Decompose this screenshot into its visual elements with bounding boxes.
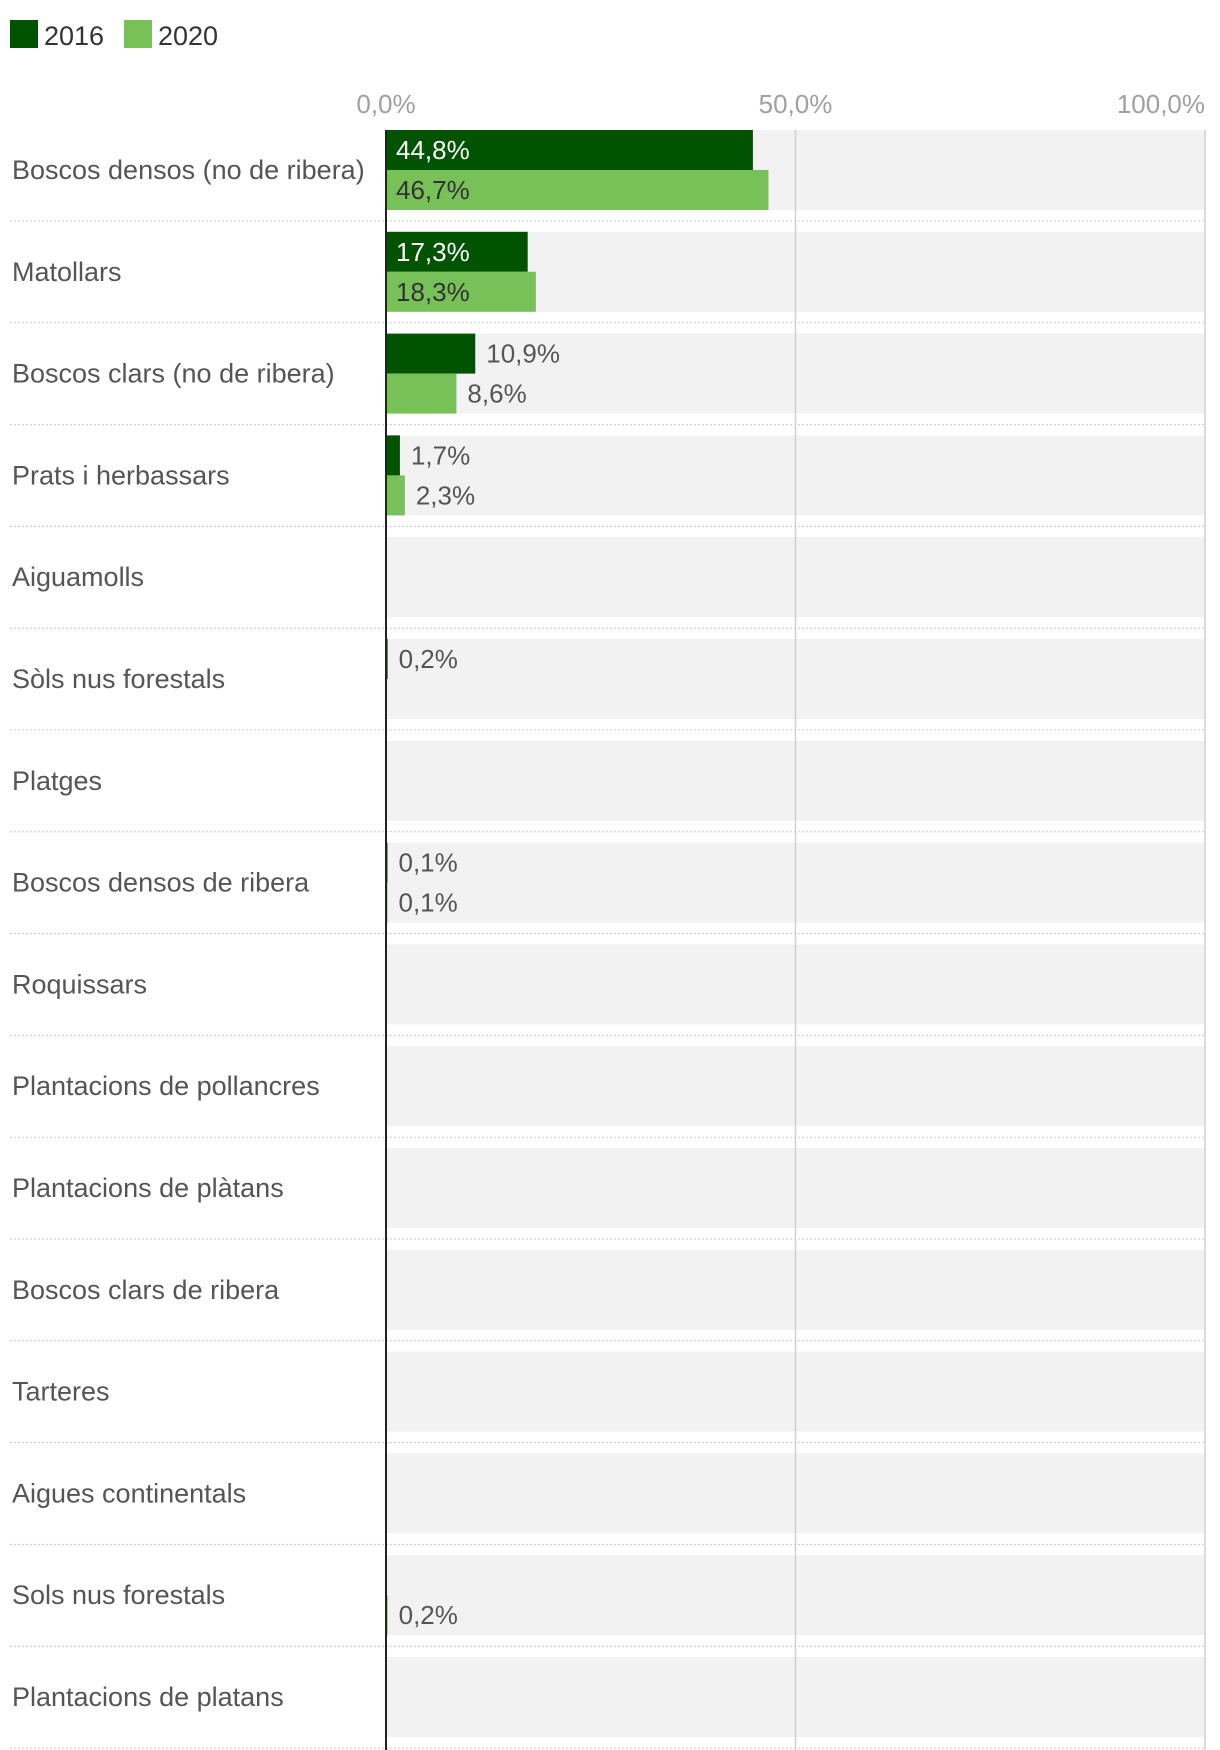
x-tick-label: 100,0% (1117, 89, 1205, 119)
bar-value-label: 46,7% (396, 175, 470, 205)
bar-value-label: 0,2% (399, 1600, 458, 1630)
bar-2016[interactable] (386, 435, 400, 476)
bar-2020[interactable] (386, 373, 457, 414)
bar-2020[interactable] (386, 475, 405, 516)
category-label: Plantacions de plàtans (12, 1173, 284, 1203)
bar-value-label: 0,2% (399, 644, 458, 674)
category-label: Platges (12, 766, 102, 796)
bar-value-label: 2,3% (416, 480, 475, 510)
bar-value-label: 1,7% (411, 440, 470, 470)
category-label: Roquissars (12, 969, 147, 999)
category-label: Sòls nus forestals (12, 664, 225, 694)
bar-2020[interactable] (386, 170, 769, 210)
bar-2016[interactable] (386, 333, 476, 374)
category-label: Boscos densos (no de ribera) (12, 155, 365, 185)
bar-value-label: 0,1% (399, 888, 458, 918)
bar-2016[interactable] (386, 231, 528, 272)
legend-label-2016[interactable]: 2016 (44, 21, 104, 51)
bar-2020[interactable] (386, 271, 536, 312)
category-label: Plantacions de platans (12, 1682, 284, 1712)
x-tick-label: 0,0% (356, 89, 415, 119)
category-label: Tarteres (12, 1377, 110, 1407)
category-label: Boscos clars (no de ribera) (12, 359, 335, 389)
category-label: Aigues continentals (12, 1478, 246, 1508)
bar-value-label: 18,3% (396, 277, 470, 307)
bar-value-label: 44,8% (396, 135, 470, 165)
category-label: Boscos clars de ribera (12, 1275, 280, 1305)
category-label: Aiguamolls (12, 562, 144, 592)
bar-value-label: 0,1% (399, 848, 458, 878)
legend-swatch-2020[interactable] (124, 20, 152, 48)
category-label: Boscos densos de ribera (12, 868, 310, 898)
category-label: Matollars (12, 257, 122, 287)
legend-label-2020[interactable]: 2020 (158, 21, 218, 51)
bar-value-label: 8,6% (467, 379, 526, 409)
bar-value-label: 17,3% (396, 237, 470, 267)
legend-swatch-2016[interactable] (10, 20, 38, 48)
category-label: Plantacions de pollancres (12, 1071, 320, 1101)
bar-2016[interactable] (386, 130, 753, 170)
category-label: Sols nus forestals (12, 1580, 225, 1610)
bar-value-label: 10,9% (486, 339, 560, 369)
category-label: Prats i herbassars (12, 460, 230, 490)
x-tick-label: 50,0% (759, 89, 833, 119)
